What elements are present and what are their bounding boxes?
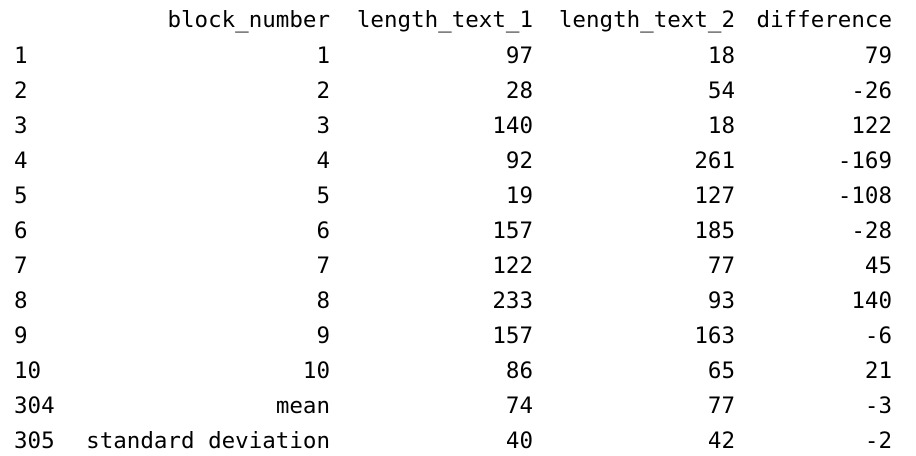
cell-length-text-1: 140	[492, 113, 533, 139]
cell-length-text-1: 157	[492, 323, 533, 349]
cell-length-text-1: 28	[505, 78, 533, 104]
cell-length-text-1: 157	[492, 218, 533, 244]
row-index: 2	[14, 78, 28, 104]
cell-difference: 21	[864, 358, 892, 384]
row-index: 4	[14, 148, 28, 174]
cell-length-text-2: 54	[707, 78, 735, 104]
cell-difference: 122	[851, 113, 892, 139]
cell-block-number: 10	[302, 358, 330, 384]
cell-block-number: 1	[316, 43, 330, 69]
cell-length-text-2: 185	[694, 218, 735, 244]
cell-length-text-1: 86	[505, 358, 533, 384]
row-index: 1	[14, 43, 28, 69]
cell-length-text-2: 18	[707, 43, 735, 69]
header-length-text-1: length_text_1	[356, 7, 533, 33]
row-index: 7	[14, 253, 28, 279]
table-row: 10 10 86 65 21	[0, 353, 916, 389]
cell-length-text-2: 163	[694, 323, 735, 349]
cell-difference: -169	[837, 148, 892, 174]
cell-length-text-2: 127	[694, 183, 735, 209]
table-row: 3 3 140 18 122	[0, 108, 916, 144]
header-length-text-2: length_text_2	[558, 7, 735, 33]
table-header-row: block_number length_text_1 length_text_2…	[0, 2, 916, 38]
cell-block-number: 3	[316, 113, 330, 139]
cell-length-text-2: 261	[694, 148, 735, 174]
table-row: 6 6 157 185 -28	[0, 213, 916, 249]
cell-length-text-2: 18	[707, 113, 735, 139]
row-index: 6	[14, 218, 28, 244]
table-row: 7 7 122 77 45	[0, 248, 916, 284]
cell-difference: -28	[851, 218, 892, 244]
cell-length-text-2: 77	[707, 253, 735, 279]
cell-length-text-2: 42	[707, 428, 735, 454]
cell-block-number: 2	[316, 78, 330, 104]
header-difference: difference	[756, 7, 892, 33]
cell-block-number: 7	[316, 253, 330, 279]
table-row: 4 4 92 261 -169	[0, 143, 916, 179]
cell-length-text-1: 97	[505, 43, 533, 69]
cell-block-number: standard deviation	[86, 428, 330, 454]
row-index: 305	[14, 428, 55, 454]
cell-length-text-2: 77	[707, 393, 735, 419]
cell-difference: 79	[864, 43, 892, 69]
cell-block-number: 4	[316, 148, 330, 174]
cell-length-text-1: 19	[505, 183, 533, 209]
header-block-number: block_number	[167, 7, 330, 33]
cell-length-text-1: 74	[505, 393, 533, 419]
table-row: 5 5 19 127 -108	[0, 178, 916, 214]
cell-length-text-1: 233	[492, 288, 533, 314]
cell-difference: -6	[864, 323, 892, 349]
table-row-mean: 304 mean 74 77 -3	[0, 388, 916, 424]
row-index: 8	[14, 288, 28, 314]
cell-block-number: mean	[275, 393, 330, 419]
row-index: 3	[14, 113, 28, 139]
cell-block-number: 8	[316, 288, 330, 314]
row-index: 10	[14, 358, 42, 384]
table-row: 2 2 28 54 -26	[0, 73, 916, 109]
cell-difference: -26	[851, 78, 892, 104]
table-row: 8 8 233 93 140	[0, 283, 916, 319]
cell-difference: -3	[864, 393, 892, 419]
cell-difference: 140	[851, 288, 892, 314]
cell-difference: -2	[864, 428, 892, 454]
cell-block-number: 9	[316, 323, 330, 349]
cell-length-text-1: 122	[492, 253, 533, 279]
table-row-standard-deviation: 305 standard deviation 40 42 -2	[0, 423, 916, 456]
cell-block-number: 5	[316, 183, 330, 209]
cell-length-text-1: 40	[505, 428, 533, 454]
cell-length-text-2: 93	[707, 288, 735, 314]
table-row: 1 1 97 18 79	[0, 38, 916, 74]
cell-length-text-2: 65	[707, 358, 735, 384]
row-index: 9	[14, 323, 28, 349]
row-index: 5	[14, 183, 28, 209]
cell-block-number: 6	[316, 218, 330, 244]
table-row: 9 9 157 163 -6	[0, 318, 916, 354]
cell-length-text-1: 92	[505, 148, 533, 174]
cell-difference: -108	[837, 183, 892, 209]
row-index: 304	[14, 393, 55, 419]
cell-difference: 45	[864, 253, 892, 279]
